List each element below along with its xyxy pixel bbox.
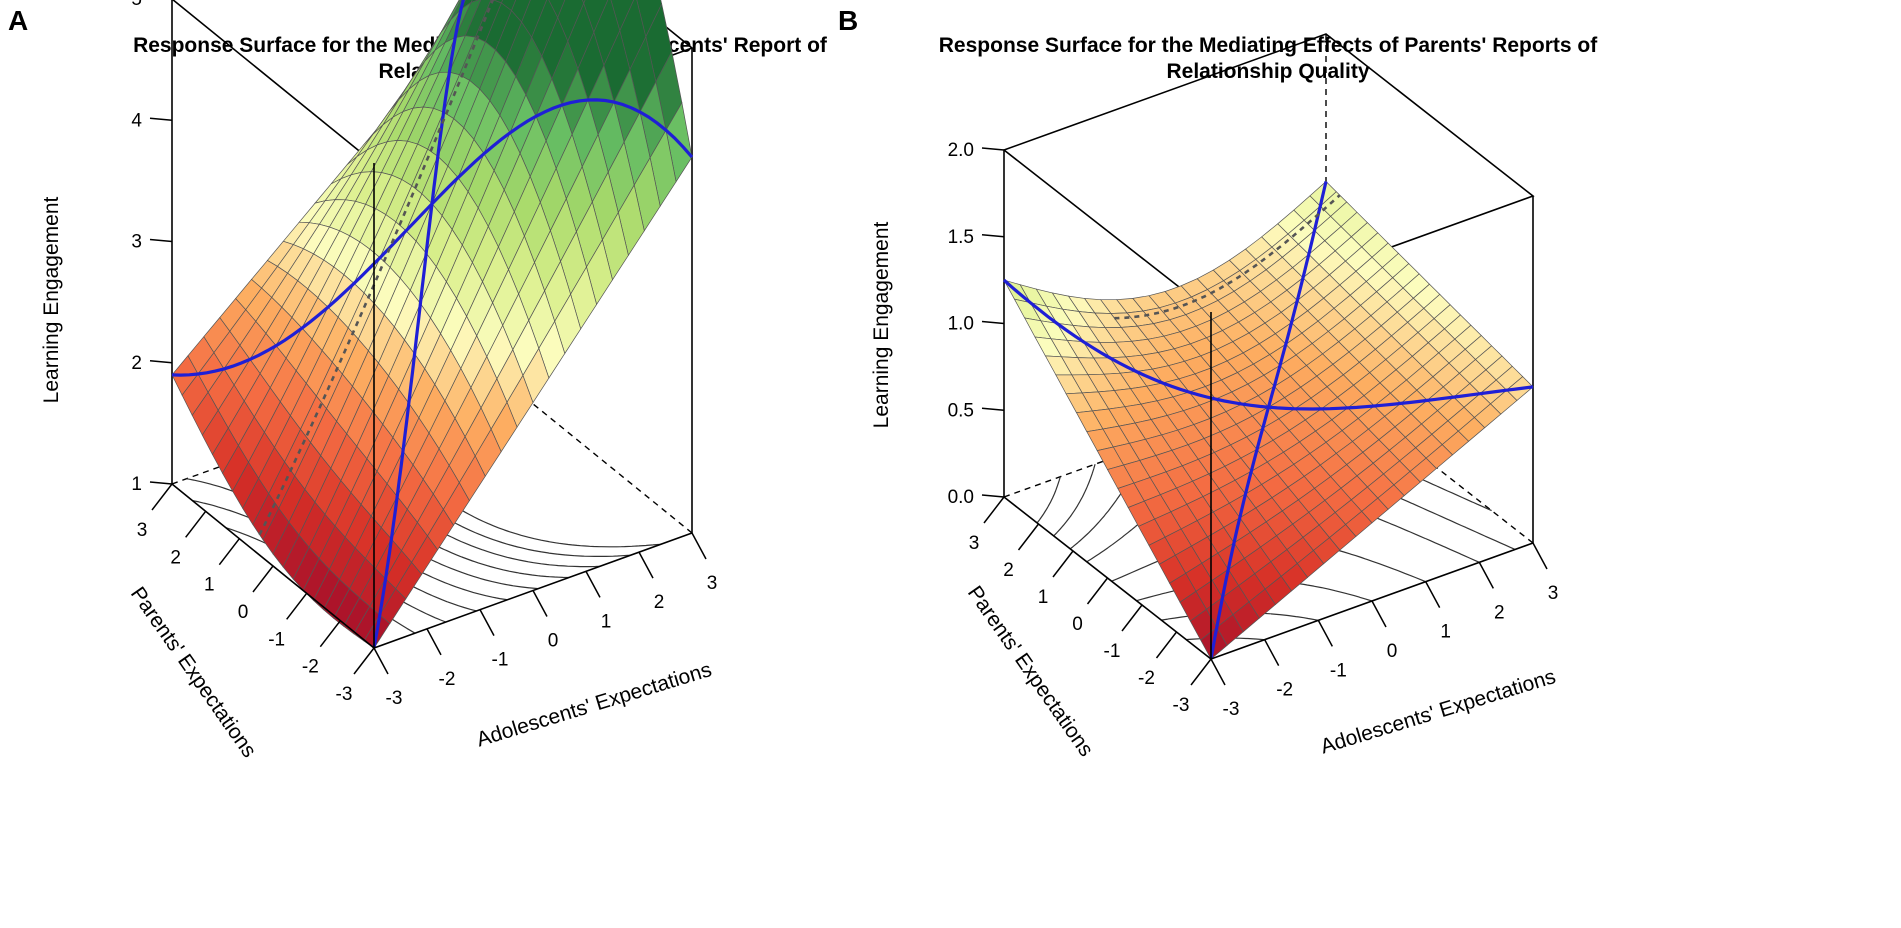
x-tick-label: 2	[654, 592, 665, 613]
z-tick-label: 4	[131, 110, 142, 131]
panel-b-z-label: Learning Engagement	[870, 222, 893, 429]
x-tick-label: -2	[439, 669, 456, 690]
y-tick-label: 0	[1072, 614, 1083, 635]
incongruence-line	[171, 98, 694, 377]
panel-a-letter: A	[8, 5, 28, 36]
z-tick-mark	[981, 234, 1005, 238]
panel-a-surface	[171, 0, 693, 649]
y-tick-mark	[286, 592, 308, 620]
x-tick-label: -3	[1223, 699, 1240, 720]
x-tick-mark	[691, 532, 707, 560]
x-tick-mark	[1317, 619, 1333, 647]
x-tick-mark	[1425, 581, 1441, 609]
x-tick-mark	[1371, 600, 1387, 628]
z-tick-mark	[149, 481, 173, 485]
x-tick-mark	[479, 609, 495, 637]
y-tick-mark	[1190, 658, 1212, 686]
panel-b-ticks: 0.0 0.5 1.0 1.5 2.0 -3 -2 -1 0 1 2 3 -3 -2 -1 0 1 2 3	[948, 140, 1559, 720]
y-tick-label: 3	[137, 520, 148, 541]
panel-b-surface	[1003, 181, 1534, 660]
y-tick-label: -1	[1104, 641, 1121, 662]
box-top-face	[1002, 33, 1535, 313]
x-tick-label: 3	[707, 573, 718, 594]
x-tick-label: 2	[1494, 602, 1505, 623]
z-tick-mark	[981, 320, 1005, 325]
y-tick-mark	[218, 538, 240, 566]
y-tick-label: 3	[969, 533, 980, 554]
z-tick-mark	[149, 238, 173, 243]
x-tick-mark	[585, 570, 601, 598]
y-tick-mark	[983, 496, 1005, 524]
x-tick-mark	[1264, 639, 1280, 667]
y-tick-mark	[1155, 631, 1178, 659]
x-tick-label: 0	[1387, 641, 1398, 662]
y-tick-mark	[151, 483, 173, 511]
panel-a-ridge-lines	[171, 0, 694, 649]
y-tick-label: 0	[238, 602, 249, 623]
x-tick-mark	[1532, 542, 1548, 570]
z-tick-label: 0.0	[948, 487, 974, 508]
z-tick-label: 2.0	[948, 140, 974, 161]
panel-b-x-label: Adolescents' Expectations	[1318, 665, 1559, 758]
x-tick-mark	[532, 590, 548, 617]
x-tick-label: 1	[601, 611, 612, 632]
x-tick-mark	[638, 551, 654, 579]
y-tick-mark	[252, 565, 274, 593]
ridge-line	[258, 0, 495, 536]
z-tick-label: 2	[131, 353, 142, 374]
y-tick-mark	[1121, 604, 1143, 632]
y-tick-mark	[353, 647, 375, 675]
x-tick-mark	[1478, 561, 1494, 589]
panel-b-y-label: Parents' Expectations	[963, 582, 1098, 761]
y-tick-mark	[1086, 577, 1109, 605]
y-tick-label: -2	[1138, 668, 1155, 689]
y-tick-label: 2	[170, 547, 181, 568]
z-tick-mark	[149, 117, 173, 121]
y-tick-label: -3	[1173, 695, 1190, 716]
x-tick-label: 3	[1548, 583, 1559, 604]
y-tick-mark	[185, 510, 207, 538]
z-tick-label: 1.5	[948, 227, 974, 248]
panel-b: B Response Surface for the Mediating Eff…	[838, 5, 1598, 761]
z-tick-label: 3	[131, 232, 142, 253]
z-tick-label: 1	[131, 474, 142, 495]
y-tick-label: 1	[1038, 587, 1049, 608]
panel-b-title-line2: Relationship Quality	[1166, 60, 1369, 83]
panel-a: A Response Surface for the Mediating Eff…	[8, 0, 828, 762]
panel-b-title-line1: Response Surface for the Mediating Effec…	[939, 34, 1598, 57]
y-tick-label: -3	[336, 684, 353, 705]
box-edge-back-left	[1003, 380, 1327, 498]
panel-b-letter: B	[838, 5, 858, 36]
y-tick-mark	[1017, 523, 1040, 551]
ridge-line	[1114, 194, 1341, 320]
panel-a-z-label: Learning Engagement	[40, 197, 63, 404]
z-tick-label: 5	[131, 0, 142, 10]
incongruence-line	[1002, 278, 1534, 411]
z-tick-mark	[981, 147, 1005, 151]
panel-a-x-label: Adolescents' Expectations	[474, 658, 715, 751]
y-tick-label: -2	[302, 657, 319, 678]
x-tick-mark	[1210, 658, 1226, 686]
x-tick-mark	[373, 647, 389, 675]
y-tick-mark	[319, 620, 341, 648]
x-tick-label: -2	[1276, 680, 1293, 701]
x-tick-label: -1	[492, 650, 509, 671]
y-tick-label: 2	[1003, 560, 1014, 581]
y-tick-label: 1	[204, 575, 215, 596]
x-tick-mark	[426, 628, 442, 656]
panel-a-ticks: 1 2 3 4 5 -3 -2 -1 0 1 2 3 -3 -2 -1 0 1 2 3	[131, 0, 717, 709]
x-tick-label: -3	[386, 688, 403, 709]
z-tick-label: 1.0	[948, 314, 974, 335]
z-tick-label: 0.5	[948, 400, 974, 421]
y-tick-mark	[1052, 550, 1074, 578]
panel-b-ridge-lines	[1002, 181, 1534, 660]
y-tick-label: -1	[268, 629, 285, 650]
x-tick-label: 1	[1440, 622, 1451, 643]
z-tick-mark	[149, 360, 173, 364]
z-tick-mark	[981, 494, 1005, 498]
z-tick-mark	[981, 407, 1005, 411]
x-tick-label: 0	[548, 631, 559, 652]
x-tick-label: -1	[1330, 660, 1347, 681]
